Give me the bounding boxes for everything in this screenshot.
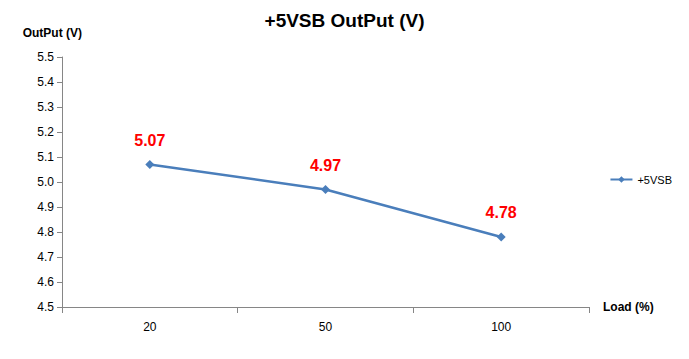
svg-text:4.7: 4.7 (37, 250, 54, 264)
svg-text:20: 20 (143, 320, 157, 334)
svg-text:+5VSB OutPut (V): +5VSB OutPut (V) (265, 10, 425, 31)
svg-text:4.78: 4.78 (486, 204, 517, 221)
svg-text:4.5: 4.5 (37, 300, 54, 314)
svg-text:50: 50 (319, 320, 333, 334)
svg-text:4.97: 4.97 (310, 157, 341, 174)
svg-text:4.9: 4.9 (37, 200, 54, 214)
svg-text:5.1: 5.1 (37, 150, 54, 164)
svg-text:100: 100 (491, 320, 511, 334)
svg-text:5.4: 5.4 (37, 75, 54, 89)
svg-text:5.07: 5.07 (134, 132, 165, 149)
svg-text:5.0: 5.0 (37, 175, 54, 189)
svg-text:5.3: 5.3 (37, 100, 54, 114)
svg-text:5.2: 5.2 (37, 125, 54, 139)
svg-text:4.8: 4.8 (37, 225, 54, 239)
svg-text:+5VSB: +5VSB (637, 174, 672, 186)
svg-text:4.6: 4.6 (37, 275, 54, 289)
svg-text:5.5: 5.5 (37, 50, 54, 64)
svg-text:OutPut (V): OutPut (V) (23, 26, 82, 40)
svg-text:Load (%): Load (%) (603, 300, 654, 314)
